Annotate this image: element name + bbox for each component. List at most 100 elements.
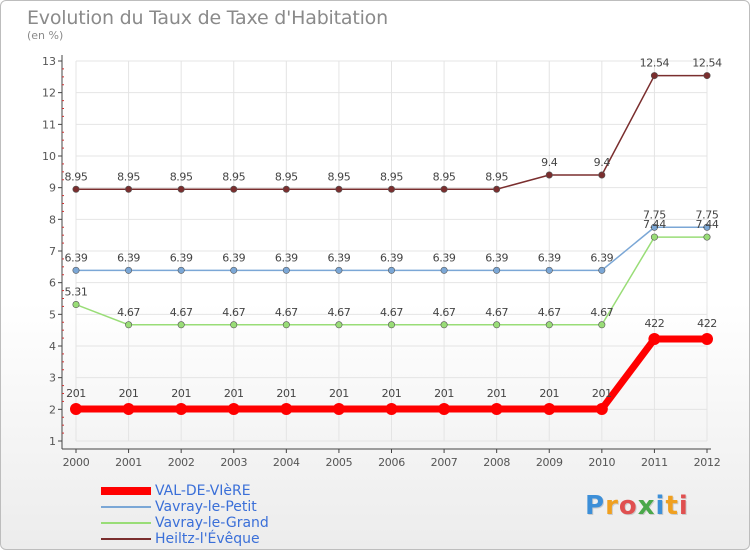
data-label: 12.54 (640, 57, 670, 70)
legend-swatch (101, 522, 151, 524)
x-tick-label: 2001 (115, 456, 142, 469)
data-label: 8.95 (433, 170, 456, 183)
data-point (598, 266, 606, 274)
proxiti-logo: Proxiti (585, 491, 689, 521)
y-tick-label: 9 (49, 182, 56, 195)
data-label: 201 (224, 387, 244, 400)
legend-item: VAL-DE-VIèRE (101, 483, 361, 499)
data-label: 422 (697, 317, 717, 330)
logo-letter: t (665, 491, 679, 521)
data-label: 201 (487, 387, 507, 400)
data-point (282, 185, 290, 193)
logo-letter: o (618, 491, 638, 521)
legend-label: VAL-DE-VIèRE (155, 483, 251, 499)
data-label: 201 (434, 387, 454, 400)
x-tick-label: 2007 (431, 456, 458, 469)
data-point (72, 301, 80, 309)
data-point (282, 266, 290, 274)
data-point (595, 403, 608, 416)
data-point (70, 403, 82, 416)
data-point (387, 185, 395, 193)
y-tick-label: 5 (49, 308, 56, 321)
y-tick-label: 12 (42, 87, 56, 100)
data-label: 6.39 (170, 251, 193, 264)
data-point (440, 321, 448, 329)
data-point (177, 266, 185, 274)
data-label: 8.95 (275, 170, 298, 183)
data-point (282, 321, 290, 329)
data-point (387, 266, 395, 274)
data-label: 6.39 (275, 251, 298, 264)
data-label: 7.75 (696, 208, 719, 221)
x-tick-label: 2004 (273, 456, 300, 469)
data-point (545, 321, 553, 329)
legend-swatch (101, 487, 151, 495)
data-point (125, 321, 133, 329)
legend-label: Vavray-le-Grand (155, 515, 269, 531)
y-tick-label: 8 (49, 213, 56, 226)
legend-item: Vavray-le-Petit (101, 499, 361, 515)
data-label: 9.4 (541, 156, 558, 169)
data-label: 201 (539, 387, 559, 400)
data-point (648, 333, 661, 346)
data-point (703, 233, 711, 241)
data-point (650, 233, 658, 241)
y-tick-label: 2 (49, 403, 56, 416)
data-label: 5.31 (65, 286, 88, 299)
x-tick-label: 2006 (378, 456, 405, 469)
legend-swatch (101, 506, 151, 508)
y-tick-label: 7 (49, 245, 56, 258)
data-label: 6.39 (222, 251, 245, 264)
data-label: 4.67 (433, 306, 456, 319)
legend-label: Heiltz-l'Évêque (155, 531, 260, 547)
data-point (703, 223, 711, 231)
data-label: 6.39 (538, 251, 561, 264)
x-tick-label: 2000 (63, 456, 90, 469)
y-tick-label: 3 (49, 372, 56, 385)
data-label: 12.54 (692, 57, 722, 70)
data-point (440, 185, 448, 193)
data-label: 201 (329, 387, 349, 400)
data-point (125, 185, 133, 193)
data-point (385, 403, 398, 416)
data-point (701, 333, 713, 346)
data-label: 8.95 (327, 170, 350, 183)
x-tick-label: 2003 (220, 456, 247, 469)
data-point (490, 403, 503, 416)
y-tick-label: 4 (49, 340, 56, 353)
data-label: 4.67 (117, 306, 140, 319)
data-label: 8.95 (117, 170, 140, 183)
data-label: 6.39 (327, 251, 350, 264)
y-tick-label: 6 (49, 277, 56, 290)
data-point (177, 321, 185, 329)
chart-title: Evolution du Taux de Taxe d'Habitation (27, 7, 388, 29)
data-label: 201 (171, 387, 191, 400)
data-point (122, 403, 135, 416)
data-label: 201 (119, 387, 139, 400)
x-tick-label: 2010 (588, 456, 615, 469)
x-tick-label: 2002 (168, 456, 195, 469)
data-point (545, 171, 553, 179)
data-label: 201 (382, 387, 402, 400)
data-label: 6.39 (433, 251, 456, 264)
y-tick-label: 10 (42, 150, 56, 163)
data-label: 201 (66, 387, 86, 400)
data-point (335, 266, 343, 274)
data-point (598, 171, 606, 179)
data-point (545, 266, 553, 274)
data-label: 4.67 (485, 306, 508, 319)
logo-letter: i (678, 491, 689, 521)
legend-label: Vavray-le-Petit (155, 499, 257, 515)
data-label: 4.67 (222, 306, 245, 319)
legend: VAL-DE-VIèRE Vavray-le-Petit Vavray-le-Gra… (101, 483, 361, 547)
data-point (543, 403, 556, 416)
data-label: 6.39 (117, 251, 140, 264)
legend-item: Heiltz-l'Évêque (101, 531, 361, 547)
y-tick-label: 11 (42, 118, 56, 131)
data-point (332, 403, 345, 416)
logo-letter: P (585, 491, 606, 521)
x-tick-label: 2009 (536, 456, 563, 469)
data-label: 8.95 (170, 170, 193, 183)
